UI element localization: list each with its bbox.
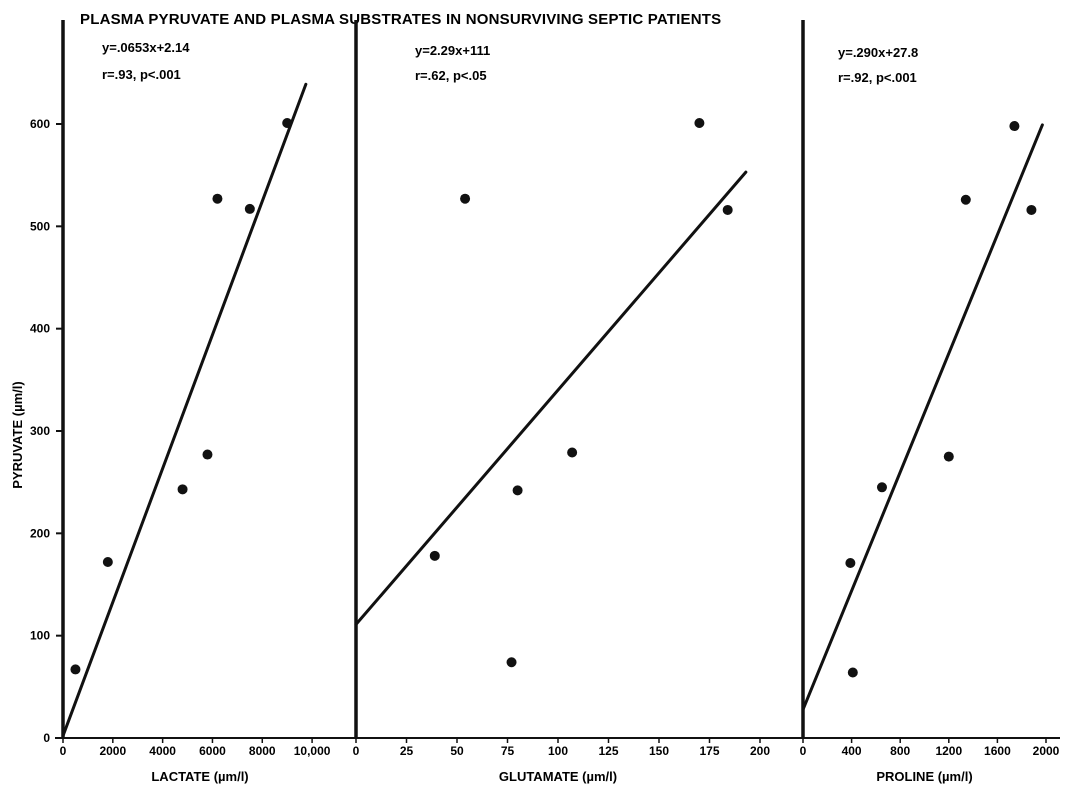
x-axis-label: PROLINE (µm/l) (876, 769, 972, 784)
x-tick-label: 800 (890, 744, 910, 758)
regression-stats: r=.62, p<.05 (415, 68, 487, 83)
x-tick-label: 1600 (984, 744, 1011, 758)
x-axis-label: GLUTAMATE (µm/l) (499, 769, 617, 784)
y-tick-label: 0 (43, 731, 50, 745)
data-point (722, 204, 733, 215)
panel-2: 0 25 50 75 100 125 150 175 200 GLUTAMATE (µm/l) y=… (353, 20, 770, 784)
data-point (876, 482, 887, 493)
x-tick-label: 1200 (935, 744, 962, 758)
y-axis-label: PYRUVATE (µm/l) (10, 381, 25, 488)
regression-stats: r=.93, p<.001 (102, 67, 181, 82)
data-point (202, 449, 213, 460)
data-point (282, 117, 293, 128)
y-tick-label: 400 (30, 322, 50, 336)
data-point (960, 194, 971, 205)
x-tick-label: 6000 (199, 744, 226, 758)
y-tick-label: 500 (30, 219, 50, 233)
regression-equation: y=2.29x+111 (415, 43, 490, 58)
x-tick-label: 75 (501, 744, 515, 758)
data-point (847, 667, 858, 678)
x-tick-label: 0 (800, 744, 807, 758)
x-tick-label: 175 (699, 744, 719, 758)
data-point (1026, 204, 1037, 215)
x-tick-label: 150 (649, 744, 669, 758)
x-tick-label: 25 (400, 744, 414, 758)
x-tick-label: 125 (598, 744, 618, 758)
x-tick-label: 4000 (149, 744, 176, 758)
chart-title: PLASMA PYRUVATE AND PLASMA SUBSTRATES IN… (80, 11, 721, 28)
regression-line (801, 123, 1044, 712)
data-point (70, 664, 81, 675)
data-point (694, 117, 705, 128)
y-tick-label: 100 (30, 629, 50, 643)
y-tick-label: 300 (30, 424, 50, 438)
regression-equation: y=.0653x+2.14 (102, 40, 190, 55)
x-tick-label: 100 (548, 744, 568, 758)
x-tick-label: 8000 (249, 744, 276, 758)
data-point (244, 203, 255, 214)
x-tick-label: 2000 (1033, 744, 1060, 758)
x-tick-label: 200 (750, 744, 770, 758)
x-tick-label: 2000 (99, 744, 126, 758)
data-point (567, 447, 578, 458)
data-point (512, 485, 523, 496)
data-point (1009, 121, 1020, 132)
regression-stats: r=.92, p<.001 (838, 70, 917, 85)
panel-3: 0 400 800 1200 1600 2000 PROLINE (µm/l) y=.290x… (800, 20, 1060, 784)
x-tick-label: 10,000 (294, 744, 331, 758)
y-tick-label: 200 (30, 526, 50, 540)
regression-line (61, 82, 308, 738)
data-point (460, 193, 471, 204)
data-point (943, 451, 954, 462)
panel-1: 0 2000 4000 6000 8000 10,000 LACTATE (µm/l) y=.… (60, 20, 331, 784)
regression-line (354, 170, 748, 626)
x-axis-label: LACTATE (µm/l) (151, 769, 248, 784)
regression-equation: y=.290x+27.8 (838, 45, 918, 60)
x-tick-label: 400 (842, 744, 862, 758)
x-tick-label: 50 (450, 744, 464, 758)
y-tick-label: 600 (30, 117, 50, 131)
data-point (429, 550, 440, 561)
data-point (845, 558, 856, 569)
data-point (212, 193, 223, 204)
data-point (102, 556, 113, 567)
x-tick-label: 0 (60, 744, 67, 758)
data-point (506, 657, 517, 668)
data-point (177, 484, 188, 495)
x-tick-label: 0 (353, 744, 360, 758)
